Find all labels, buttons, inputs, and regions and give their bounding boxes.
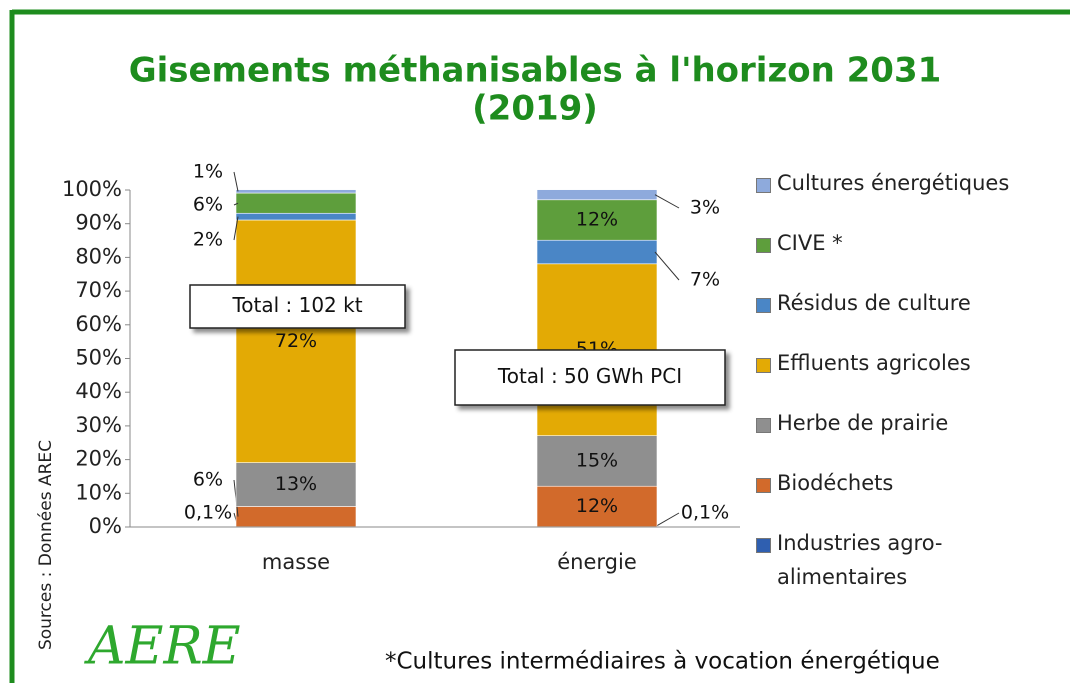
source: Sources : Données AREC [36, 440, 56, 650]
y-tick-label: 10% [75, 480, 122, 504]
y-tick-label: 50% [75, 346, 122, 370]
annotation-box [454, 349, 726, 406]
legend-label: Biodéchets [777, 471, 894, 495]
legend-item: Effluents agricoles [756, 351, 1027, 380]
legend-swatch [756, 418, 771, 433]
y-tick-label: 0% [89, 514, 122, 538]
legend-swatch [756, 178, 771, 193]
bar-segment [536, 199, 658, 241]
x-tick-label: masse [262, 550, 330, 574]
annotation: Total : 102 kt [231, 293, 362, 317]
bar-segment [235, 506, 357, 527]
value-label: 12% [576, 495, 618, 517]
bar-segment [536, 239, 658, 265]
chart-title: Gisements méthanisables à l'horizon 2031 [129, 51, 942, 91]
value-label: 15% [576, 449, 618, 471]
legend-swatch [756, 538, 771, 553]
y-tick-label: 100% [62, 177, 122, 201]
legend-label: Résidus de culture [777, 291, 971, 315]
value-label: 6% [193, 469, 223, 491]
bar-segment [235, 212, 357, 221]
x-tick-label: énergie [557, 550, 637, 574]
legend-label: Herbe de prairie [777, 411, 949, 435]
value-label: 3% [690, 197, 720, 219]
value-label: 6% [193, 194, 223, 216]
legend-label: Cultures énergétiques [777, 171, 1010, 195]
y-tick-label: 90% [75, 211, 122, 235]
legend-item: CIVE * [756, 231, 1027, 260]
bar-segment [536, 189, 658, 201]
y-tick-label: 40% [75, 379, 122, 403]
legend-item: Herbe de prairie [756, 411, 1027, 440]
leader-line [233, 216, 239, 241]
legend-label: CIVE * [777, 231, 843, 255]
value-label: 2% [193, 229, 223, 251]
leader-line [654, 251, 680, 281]
y-tick-label: 20% [75, 447, 122, 471]
y-tick-label: 30% [75, 413, 122, 437]
value-label: 0,1% [681, 502, 729, 524]
legend-label: Industries agro-alimentaires [777, 531, 943, 589]
bar-segment [536, 435, 658, 487]
legend-swatch [756, 478, 771, 493]
legend-swatch [756, 358, 771, 373]
annotation-box [189, 284, 406, 329]
leader-line [654, 194, 680, 209]
value-label: 13% [275, 473, 317, 495]
leader-line [654, 512, 680, 528]
bar-segment [235, 192, 357, 214]
y-tick-label: 70% [75, 278, 122, 302]
chart-subtitle: (2019) [472, 89, 598, 129]
value-label: 1% [193, 161, 223, 183]
legend-item: Cultures énergétiques [756, 171, 1027, 200]
logo: AERE [84, 617, 241, 677]
legend-item: Biodéchets [756, 471, 1027, 500]
bar-segment [536, 485, 658, 527]
value-label: 7% [690, 269, 720, 291]
legend-label: Effluents agricoles [777, 351, 971, 375]
value-label: 0,1% [184, 502, 232, 524]
footnote: *Cultures intermédiaires à vocation éner… [385, 649, 940, 675]
legend-swatch [756, 298, 771, 313]
leader-line [233, 202, 239, 206]
y-tick-label: 80% [75, 244, 122, 268]
legend-swatch [756, 238, 771, 253]
value-label: 72% [275, 330, 317, 352]
value-label: 12% [576, 208, 618, 230]
annotation: Total : 50 GWh PCI [497, 364, 682, 388]
leader-line [233, 171, 239, 192]
legend-item: Industries agro-alimentaires [756, 531, 1027, 594]
bar-segment [235, 219, 357, 463]
legend-item: Résidus de culture [756, 291, 1027, 320]
bar-segment [235, 189, 357, 194]
y-tick-label: 60% [75, 312, 122, 336]
